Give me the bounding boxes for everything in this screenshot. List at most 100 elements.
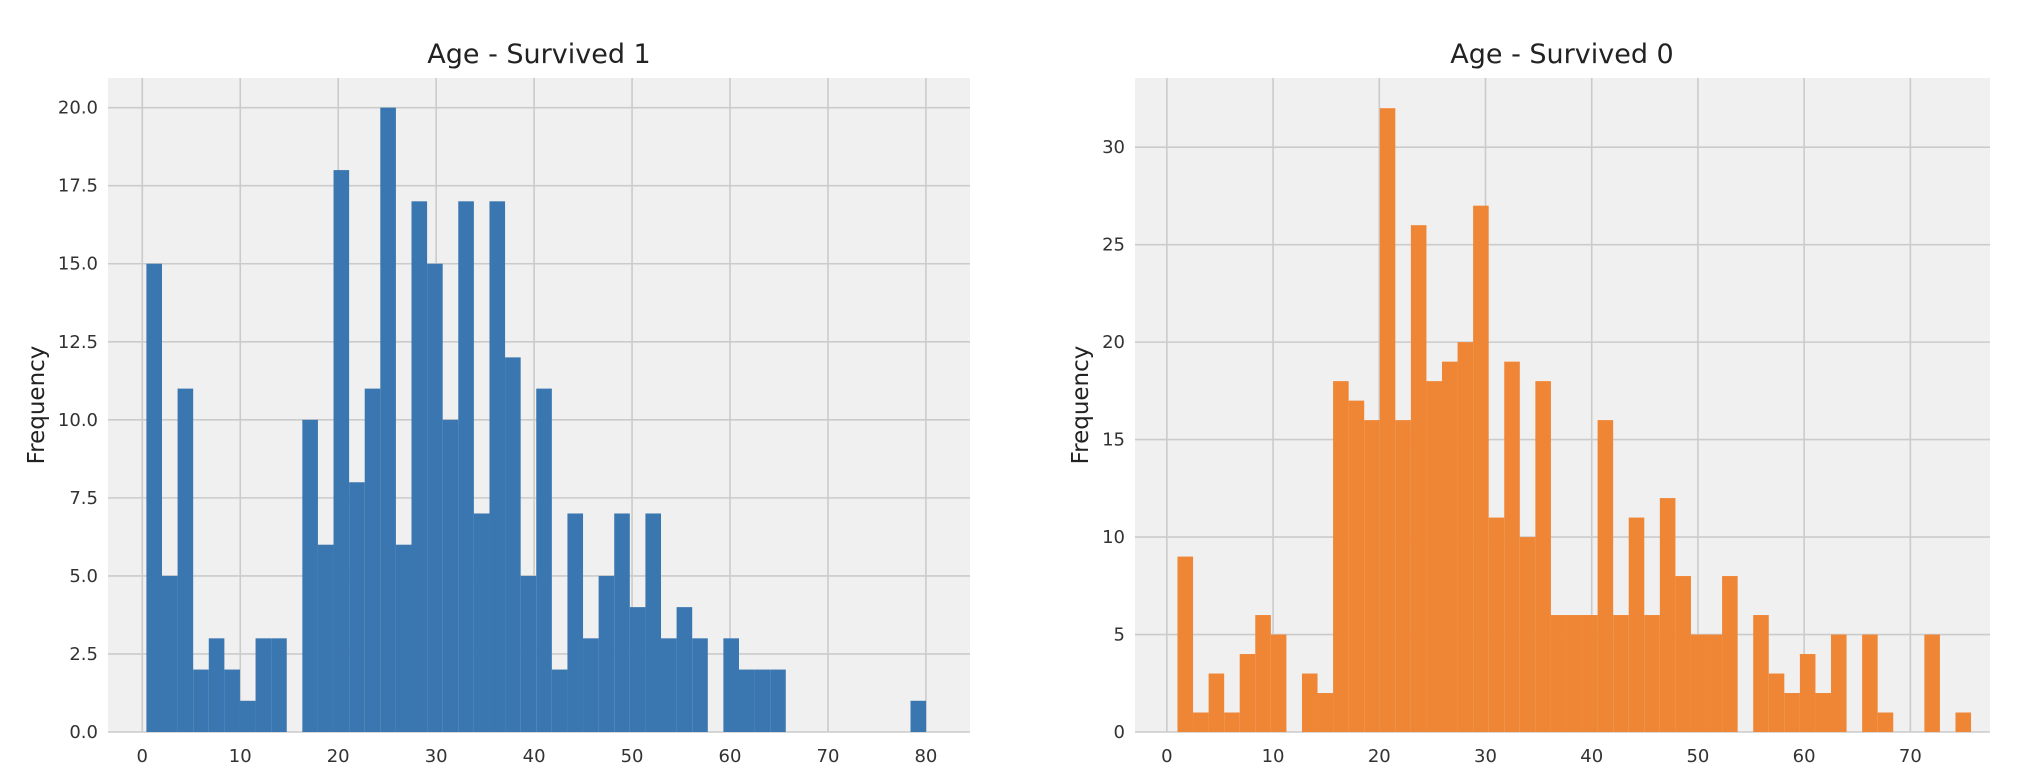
y-tick-label: 7.5 xyxy=(69,488,98,509)
y-tick-label: 12.5 xyxy=(58,332,98,353)
x-tick-label: 30 xyxy=(1474,746,1497,767)
histogram-bar xyxy=(1955,712,1972,732)
histogram-bar xyxy=(1348,400,1365,732)
x-tick-label: 70 xyxy=(817,746,840,767)
x-tick-label: 10 xyxy=(1262,746,1285,767)
histogram-bar xyxy=(427,263,443,732)
histogram-bar xyxy=(1644,615,1660,732)
y-tick-label: 30 xyxy=(1102,137,1125,158)
x-tick-label: 0 xyxy=(137,746,148,767)
histogram-bar xyxy=(1255,615,1271,732)
histogram-bar xyxy=(1379,108,1396,733)
histogram-bar xyxy=(1364,420,1380,732)
histogram-bar xyxy=(302,419,318,732)
histogram-bar xyxy=(1690,634,1707,732)
histogram-bar xyxy=(583,638,599,732)
y-tick-label: 2.5 xyxy=(69,644,98,665)
histogram-bar xyxy=(1224,712,1240,732)
y-tick-label: 5 xyxy=(1114,625,1125,646)
histogram-bar xyxy=(1566,615,1583,732)
histogram-bar xyxy=(1504,361,1520,732)
y-tick-label: 5.0 xyxy=(69,566,98,587)
histogram-bar xyxy=(692,638,708,732)
histogram-bar xyxy=(1550,615,1567,732)
y-tick-label: 20.0 xyxy=(58,98,98,119)
y-tick-label: 17.5 xyxy=(58,176,98,197)
histogram-bar xyxy=(1924,634,1940,732)
y-tick-label: 10 xyxy=(1102,527,1125,548)
histogram-bar xyxy=(1519,537,1536,732)
histogram-survived-0: 0 10 20 30 40 50 60 70 0 5 10 15 20 25 30 Age - Survi… xyxy=(1068,39,1990,767)
histogram-bar xyxy=(1815,693,1832,732)
histogram-bar xyxy=(723,638,739,732)
histogram-bar xyxy=(1301,673,1318,732)
histogram-bar xyxy=(161,575,178,732)
histogram-bar xyxy=(1426,381,1443,732)
histogram-bar xyxy=(317,544,334,732)
x-tick-label: 30 xyxy=(425,746,448,767)
histogram-bar xyxy=(333,170,350,732)
histogram-bar xyxy=(614,513,630,732)
histogram-bar xyxy=(754,669,771,732)
y-tick-labels: 0.0 2.5 5.0 7.5 10.0 12.5 15.0 17.5 20.0 xyxy=(58,98,98,743)
histogram-bar xyxy=(567,513,584,732)
histogram-bar xyxy=(489,201,506,733)
histogram-bar xyxy=(1333,381,1349,732)
x-tick-label: 10 xyxy=(229,746,252,767)
histogram-bar xyxy=(1582,615,1598,732)
histogram-bar xyxy=(1862,634,1878,732)
histogram-bar xyxy=(1239,654,1256,732)
histogram-bar xyxy=(193,669,209,732)
histogram-bar xyxy=(395,544,412,732)
histogram-bar xyxy=(1613,615,1629,732)
histogram-bar xyxy=(1784,693,1800,732)
histogram-survived-1: 0 10 20 30 40 50 60 70 80 0.0 2.5 5.0 7.5 10.0 12.5 15… xyxy=(24,39,970,767)
histogram-bar xyxy=(1659,498,1676,732)
histogram-bar xyxy=(1473,205,1489,732)
y-axis-label: Frequency xyxy=(24,346,50,465)
histogram-bar xyxy=(598,575,615,732)
x-tick-label: 40 xyxy=(523,746,546,767)
x-tick-label: 40 xyxy=(1580,746,1603,767)
histogram-bar xyxy=(520,575,537,732)
x-tick-label: 50 xyxy=(621,746,644,767)
histogram-bar xyxy=(738,669,755,732)
histogram-bar xyxy=(239,700,256,732)
histogram-bar xyxy=(349,482,365,732)
x-tick-label: 70 xyxy=(1899,746,1922,767)
histogram-bar xyxy=(1488,517,1505,732)
histogram-bar xyxy=(1706,634,1723,732)
x-tick-label: 80 xyxy=(914,746,937,767)
y-tick-label: 20 xyxy=(1102,332,1125,353)
histogram-bar xyxy=(208,638,225,732)
histogram-bar xyxy=(1877,712,1894,732)
histogram-bar xyxy=(676,607,693,732)
histogram-bar xyxy=(271,638,287,732)
bars xyxy=(1177,108,1972,733)
chart-title: Age - Survived 1 xyxy=(427,39,650,70)
y-tick-label: 25 xyxy=(1102,235,1125,256)
histogram-bar xyxy=(1768,673,1785,732)
bars xyxy=(146,107,927,733)
histogram-bar xyxy=(1799,654,1816,732)
x-tick-label: 60 xyxy=(719,746,742,767)
histogram-bar xyxy=(1177,556,1194,732)
x-tick-label: 0 xyxy=(1161,746,1172,767)
histogram-bar xyxy=(645,513,662,732)
histogram-bar xyxy=(770,669,786,732)
histogram-bar xyxy=(411,201,428,733)
histogram-bar xyxy=(364,388,381,732)
histogram-bar xyxy=(1597,420,1614,732)
histogram-bar xyxy=(536,388,552,732)
histogram-bar xyxy=(1395,420,1411,732)
y-tick-labels: 0 5 10 15 20 25 30 xyxy=(1102,137,1125,743)
x-tick-label: 20 xyxy=(327,746,350,767)
histogram-bar xyxy=(1317,693,1334,732)
x-tick-label: 60 xyxy=(1793,746,1816,767)
histogram-bar xyxy=(1831,634,1847,732)
histogram-bar xyxy=(1535,381,1551,732)
histogram-bar xyxy=(177,388,194,732)
histogram-bar xyxy=(1628,517,1645,732)
y-tick-label: 0.0 xyxy=(69,722,98,743)
